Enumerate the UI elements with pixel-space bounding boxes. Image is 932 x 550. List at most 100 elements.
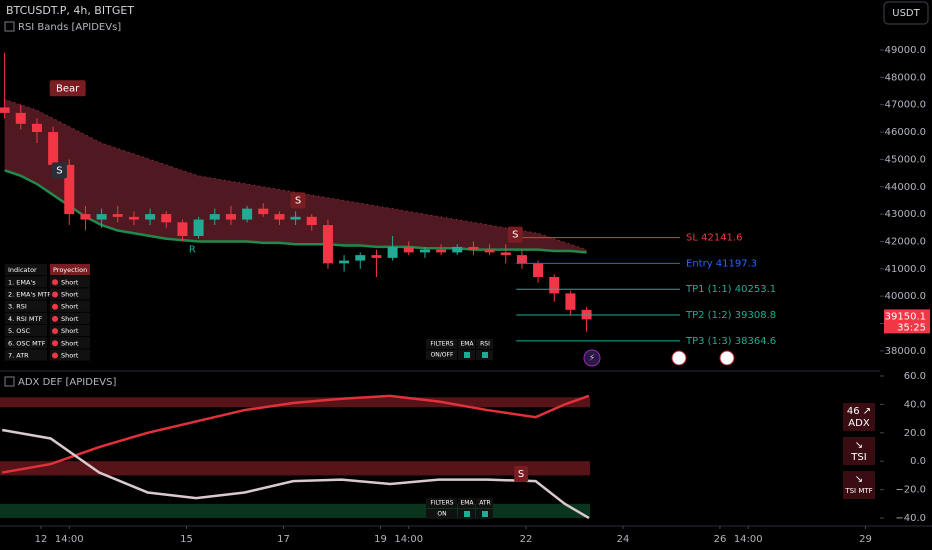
candle-body	[274, 214, 285, 220]
filter-cell	[426, 509, 457, 519]
x-tick-label: 29	[859, 534, 872, 545]
y-tick-label: 38000.0	[885, 346, 926, 357]
badge-bottom: ADX	[848, 418, 870, 429]
currency-button[interactable]	[883, 1, 929, 25]
table-cell	[5, 300, 47, 312]
level-label: SL 42141.6	[686, 233, 742, 244]
currency-label: USDT	[892, 8, 920, 19]
candle-body	[339, 260, 350, 264]
badge-top: ↘	[855, 474, 863, 485]
zone-band	[0, 503, 590, 519]
table-cell-text: Short	[61, 291, 79, 299]
candle-body	[403, 246, 414, 253]
candle-body	[80, 214, 91, 220]
table-cell-text: Indicator	[8, 266, 37, 274]
y-tick-label: 47000.0	[885, 100, 926, 111]
y-tick-label: 40000.0	[885, 291, 926, 302]
last-price-box	[884, 309, 930, 334]
badge-top: ↘	[855, 440, 863, 451]
candle-body	[145, 214, 156, 220]
event-icon	[671, 350, 687, 366]
indicator-icon	[4, 376, 15, 387]
filter-header: RSI	[480, 341, 490, 348]
filter-cell	[458, 498, 475, 508]
candle-body	[161, 214, 172, 223]
table-cell	[5, 325, 47, 337]
signal-marker-label: S	[512, 230, 518, 241]
table-cell-text: Short	[61, 303, 79, 311]
y-tick-label: 49000.0	[885, 45, 926, 56]
y-tick-label: 60.0	[904, 371, 926, 382]
signal-dot	[52, 303, 58, 310]
filter-header: EMA	[460, 500, 474, 507]
candle-body	[516, 255, 527, 264]
table-cell	[50, 264, 90, 276]
table-cell-text: 2. EMA's MTF	[8, 291, 51, 299]
badge-bottom: TSI MTF	[844, 487, 872, 495]
candle-body	[209, 214, 220, 220]
y-tick-label: 20.0	[904, 428, 926, 439]
table-cell-text: Short	[61, 315, 79, 323]
event-icon	[719, 350, 735, 366]
candle-body	[177, 222, 188, 236]
level-label: TP3 (1:3) 38364.6	[685, 336, 776, 347]
filter-check	[482, 352, 488, 358]
candle-body	[565, 293, 576, 310]
candle-body	[128, 216, 139, 220]
badge-bottom: TSI	[850, 452, 866, 463]
signal-marker-box	[51, 162, 67, 179]
zone-band	[0, 461, 590, 476]
indicator-title: RSI Bands [APIDEVs]	[18, 22, 121, 33]
table-cell	[50, 325, 90, 337]
filter-header: EMA	[460, 341, 474, 348]
badge	[843, 471, 875, 499]
signal-marker-label: S	[56, 165, 62, 176]
x-tick-label: 15	[180, 534, 193, 545]
x-tick-label: 14:00	[394, 534, 423, 545]
candle-body	[112, 214, 123, 217]
signal-marker-box	[290, 192, 306, 209]
filter-cell	[426, 350, 457, 360]
filter-cell	[476, 339, 493, 349]
table-cell	[50, 288, 90, 300]
candle-body	[371, 255, 382, 258]
candle-body	[290, 216, 301, 220]
filter-check	[464, 511, 470, 517]
table-cell	[5, 337, 47, 349]
filter-header: FILTERS	[430, 341, 453, 348]
countdown-label: 35:25	[897, 322, 926, 333]
signal-marker-label: Bear	[56, 83, 80, 94]
table-cell-text: Short	[61, 327, 79, 335]
x-tick-label: 17	[277, 534, 290, 545]
signal-marker-box	[49, 80, 86, 97]
signal-marker-box	[514, 466, 529, 482]
indicator-icon	[4, 21, 15, 32]
table-cell-text: Short	[61, 352, 79, 360]
signal-dot	[52, 279, 58, 286]
signal-dot	[52, 340, 58, 347]
indicator-line	[1, 394, 590, 474]
table-cell	[5, 288, 47, 300]
y-tick-label: 48000.0	[885, 72, 926, 83]
signal-marker-label: S	[518, 469, 524, 480]
table-cell	[5, 276, 47, 288]
candle-body	[549, 277, 560, 294]
filter-header: FILTERS	[430, 500, 453, 507]
y-tick-label: 41000.0	[885, 264, 926, 275]
event-icon	[583, 349, 601, 367]
candle-body	[387, 246, 398, 258]
filter-check	[464, 352, 470, 358]
table-cell-text: 6. OSC MTF	[8, 339, 46, 347]
candle-body	[436, 249, 447, 253]
candle-body	[0, 107, 10, 113]
y-tick-label: −20.0	[895, 485, 926, 496]
y-tick-label: 40.0	[904, 399, 926, 410]
signal-dot	[52, 352, 58, 359]
table-cell	[50, 312, 90, 324]
x-tick-label: 12	[35, 534, 48, 545]
x-tick-label: 22	[520, 534, 533, 545]
filter-cell	[458, 339, 475, 349]
candle-body	[48, 132, 59, 165]
signal-marker-label: R	[189, 245, 196, 256]
